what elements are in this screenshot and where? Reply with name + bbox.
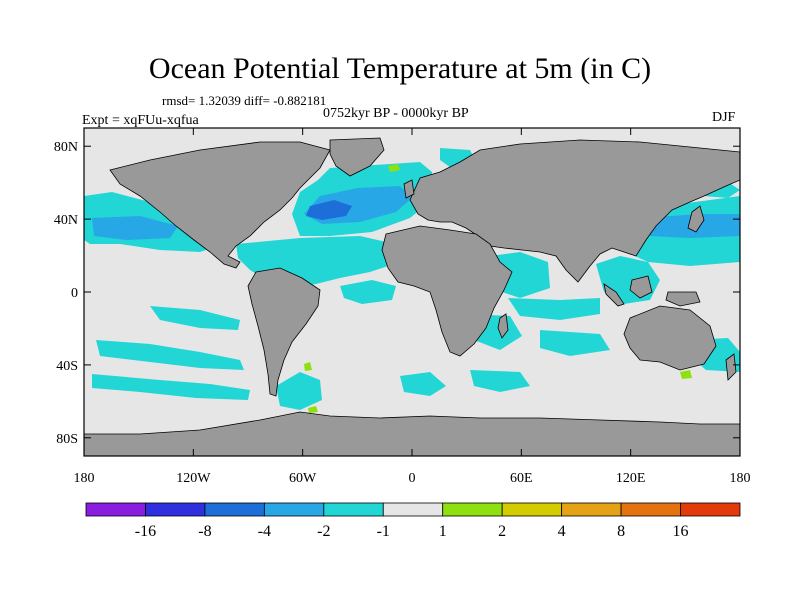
x-tick-label: 60E bbox=[510, 471, 533, 486]
africa bbox=[381, 225, 513, 357]
colorbar-swatch bbox=[204, 502, 265, 517]
x-tick-label: 120E bbox=[616, 471, 646, 486]
anomaly-indian-ocean bbox=[508, 298, 600, 320]
new-zealand bbox=[725, 353, 737, 381]
x-axis: 180 120W 60W 0 60E 120E 180 bbox=[74, 128, 751, 486]
north-america bbox=[109, 141, 331, 269]
colorbar-label: -8 bbox=[198, 523, 211, 540]
colorbar-label: 16 bbox=[673, 523, 689, 540]
madagascar bbox=[497, 313, 509, 339]
y-axis: 80N 40N 0 40S 80S bbox=[54, 140, 740, 447]
y-tick-label: 80N bbox=[54, 140, 78, 155]
colorbar-label: -16 bbox=[135, 523, 156, 540]
borneo bbox=[629, 275, 653, 299]
warm-spot-2 bbox=[304, 362, 312, 371]
anomaly-equatorial-atlantic bbox=[340, 280, 396, 304]
colorbar-swatch bbox=[501, 502, 563, 517]
anomaly-southern-ocean-1 bbox=[400, 372, 446, 396]
colorbar-label: 4 bbox=[558, 523, 566, 540]
colorbar-swatch bbox=[145, 502, 206, 517]
warm-spot-3 bbox=[680, 370, 692, 379]
colorbar-label: -4 bbox=[258, 523, 271, 540]
experiment-label: Expt = xqFUu-xqfua bbox=[82, 113, 199, 128]
anomaly-southern-ocean-2 bbox=[470, 370, 530, 392]
colorbar-label: 2 bbox=[498, 523, 506, 540]
colorbar-swatch bbox=[680, 502, 741, 517]
colorbar-label: -1 bbox=[377, 523, 390, 540]
y-tick-label: 40N bbox=[54, 213, 78, 228]
warm-spot-4 bbox=[308, 406, 318, 413]
greenland bbox=[329, 137, 385, 177]
colorbar-swatch bbox=[561, 502, 622, 517]
south-america bbox=[247, 267, 321, 397]
anomaly-northeast-pacific-core bbox=[92, 216, 178, 240]
warm-spot-1 bbox=[388, 164, 400, 172]
australia bbox=[623, 305, 717, 371]
anomaly-south-atlantic bbox=[276, 372, 322, 410]
x-tick-label: 60W bbox=[289, 471, 317, 486]
x-tick-label: 180 bbox=[730, 471, 751, 486]
y-tick-label: 0 bbox=[71, 286, 78, 301]
anomaly-southern-indian-2 bbox=[540, 330, 610, 356]
uk bbox=[403, 179, 415, 199]
colorbar-swatch bbox=[382, 502, 444, 517]
anomaly-gulf-stream bbox=[306, 200, 352, 220]
map-field bbox=[84, 128, 740, 456]
antarctica bbox=[84, 411, 740, 456]
chart-title: Ocean Potential Temperature at 5m (in C) bbox=[148, 52, 652, 85]
anomaly-south-pacific-band-2 bbox=[92, 374, 250, 400]
y-tick-label: 40S bbox=[56, 359, 78, 374]
colorbar-swatch bbox=[620, 502, 681, 517]
anomaly-pacific-south-band bbox=[150, 306, 240, 330]
period-label: 0752kyr BP - 0000kyr BP bbox=[323, 106, 469, 121]
x-tick-label: 120W bbox=[176, 471, 211, 486]
colorbar-swatch bbox=[323, 502, 384, 517]
x-tick-label: 0 bbox=[409, 471, 416, 486]
colorbar-label: 8 bbox=[617, 523, 625, 540]
anomaly-regions bbox=[84, 148, 740, 413]
colorbar: -16 -8 -4 -2 -1 1 2 4 8 16 bbox=[85, 502, 741, 540]
stats-text: rmsd= 1.32039 diff= -0.882181 bbox=[162, 93, 327, 108]
colorbar-swatch bbox=[85, 502, 146, 517]
anomaly-south-pacific-band bbox=[96, 340, 244, 370]
sumatra bbox=[603, 283, 625, 307]
colorbar-swatch bbox=[442, 502, 503, 517]
colorbar-label: 1 bbox=[439, 523, 447, 540]
colorbar-label: -2 bbox=[317, 523, 330, 540]
season-label: DJF bbox=[712, 110, 736, 125]
colorbar-swatch bbox=[263, 502, 325, 517]
x-tick-label: 180 bbox=[74, 471, 95, 486]
new-guinea bbox=[665, 291, 701, 307]
japan bbox=[687, 205, 705, 233]
land-mask bbox=[84, 137, 740, 456]
y-tick-label: 80S bbox=[56, 432, 78, 447]
